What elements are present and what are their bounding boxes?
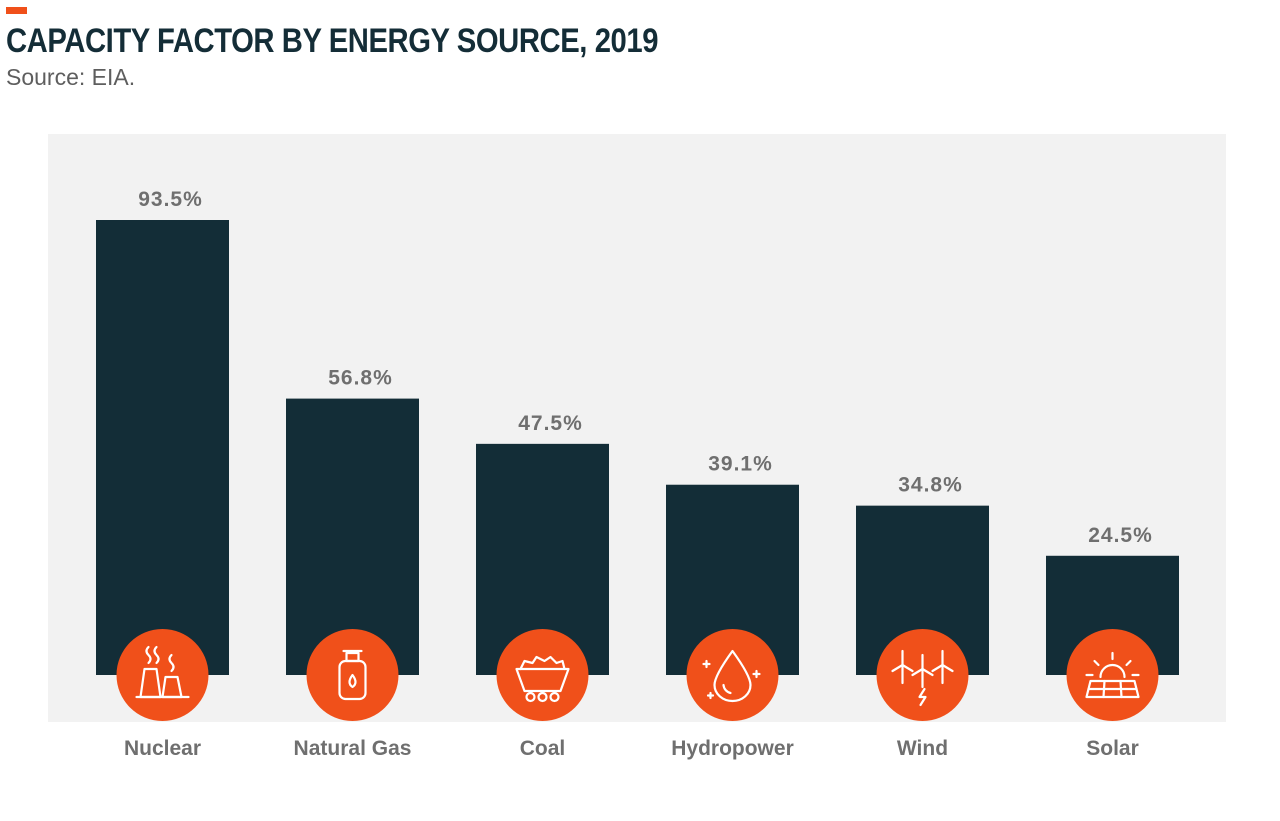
bar-nuclear — [96, 220, 229, 675]
chart-panel — [48, 134, 1226, 722]
nuclear-plant-icon — [116, 629, 209, 721]
value-label: 47.5% — [518, 412, 583, 435]
chart-title: CAPACITY FACTOR BY ENERGY SOURCE, 2019 — [6, 22, 659, 60]
category-label: Natural Gas — [294, 737, 412, 760]
category-label: Wind — [897, 737, 948, 760]
solar-panel-icon — [1066, 629, 1159, 721]
value-label: 34.8% — [898, 474, 963, 497]
value-label: 24.5% — [1088, 524, 1153, 547]
category-label: Solar — [1086, 737, 1139, 760]
coal-cart-icon — [496, 629, 589, 721]
value-label: 56.8% — [328, 367, 393, 390]
gas-cylinder-icon — [306, 629, 399, 721]
bar-natural-gas — [286, 398, 419, 675]
wind-turbine-icon — [876, 629, 969, 721]
value-label: 39.1% — [708, 453, 773, 476]
category-label: Hydropower — [671, 737, 794, 760]
value-label: 93.5% — [138, 188, 203, 211]
accent-bar — [6, 7, 27, 14]
category-label: Nuclear — [124, 737, 201, 760]
chart-subtitle: Source: EIA. — [6, 64, 136, 90]
category-label: Coal — [520, 737, 566, 760]
water-drop-icon — [686, 629, 779, 721]
